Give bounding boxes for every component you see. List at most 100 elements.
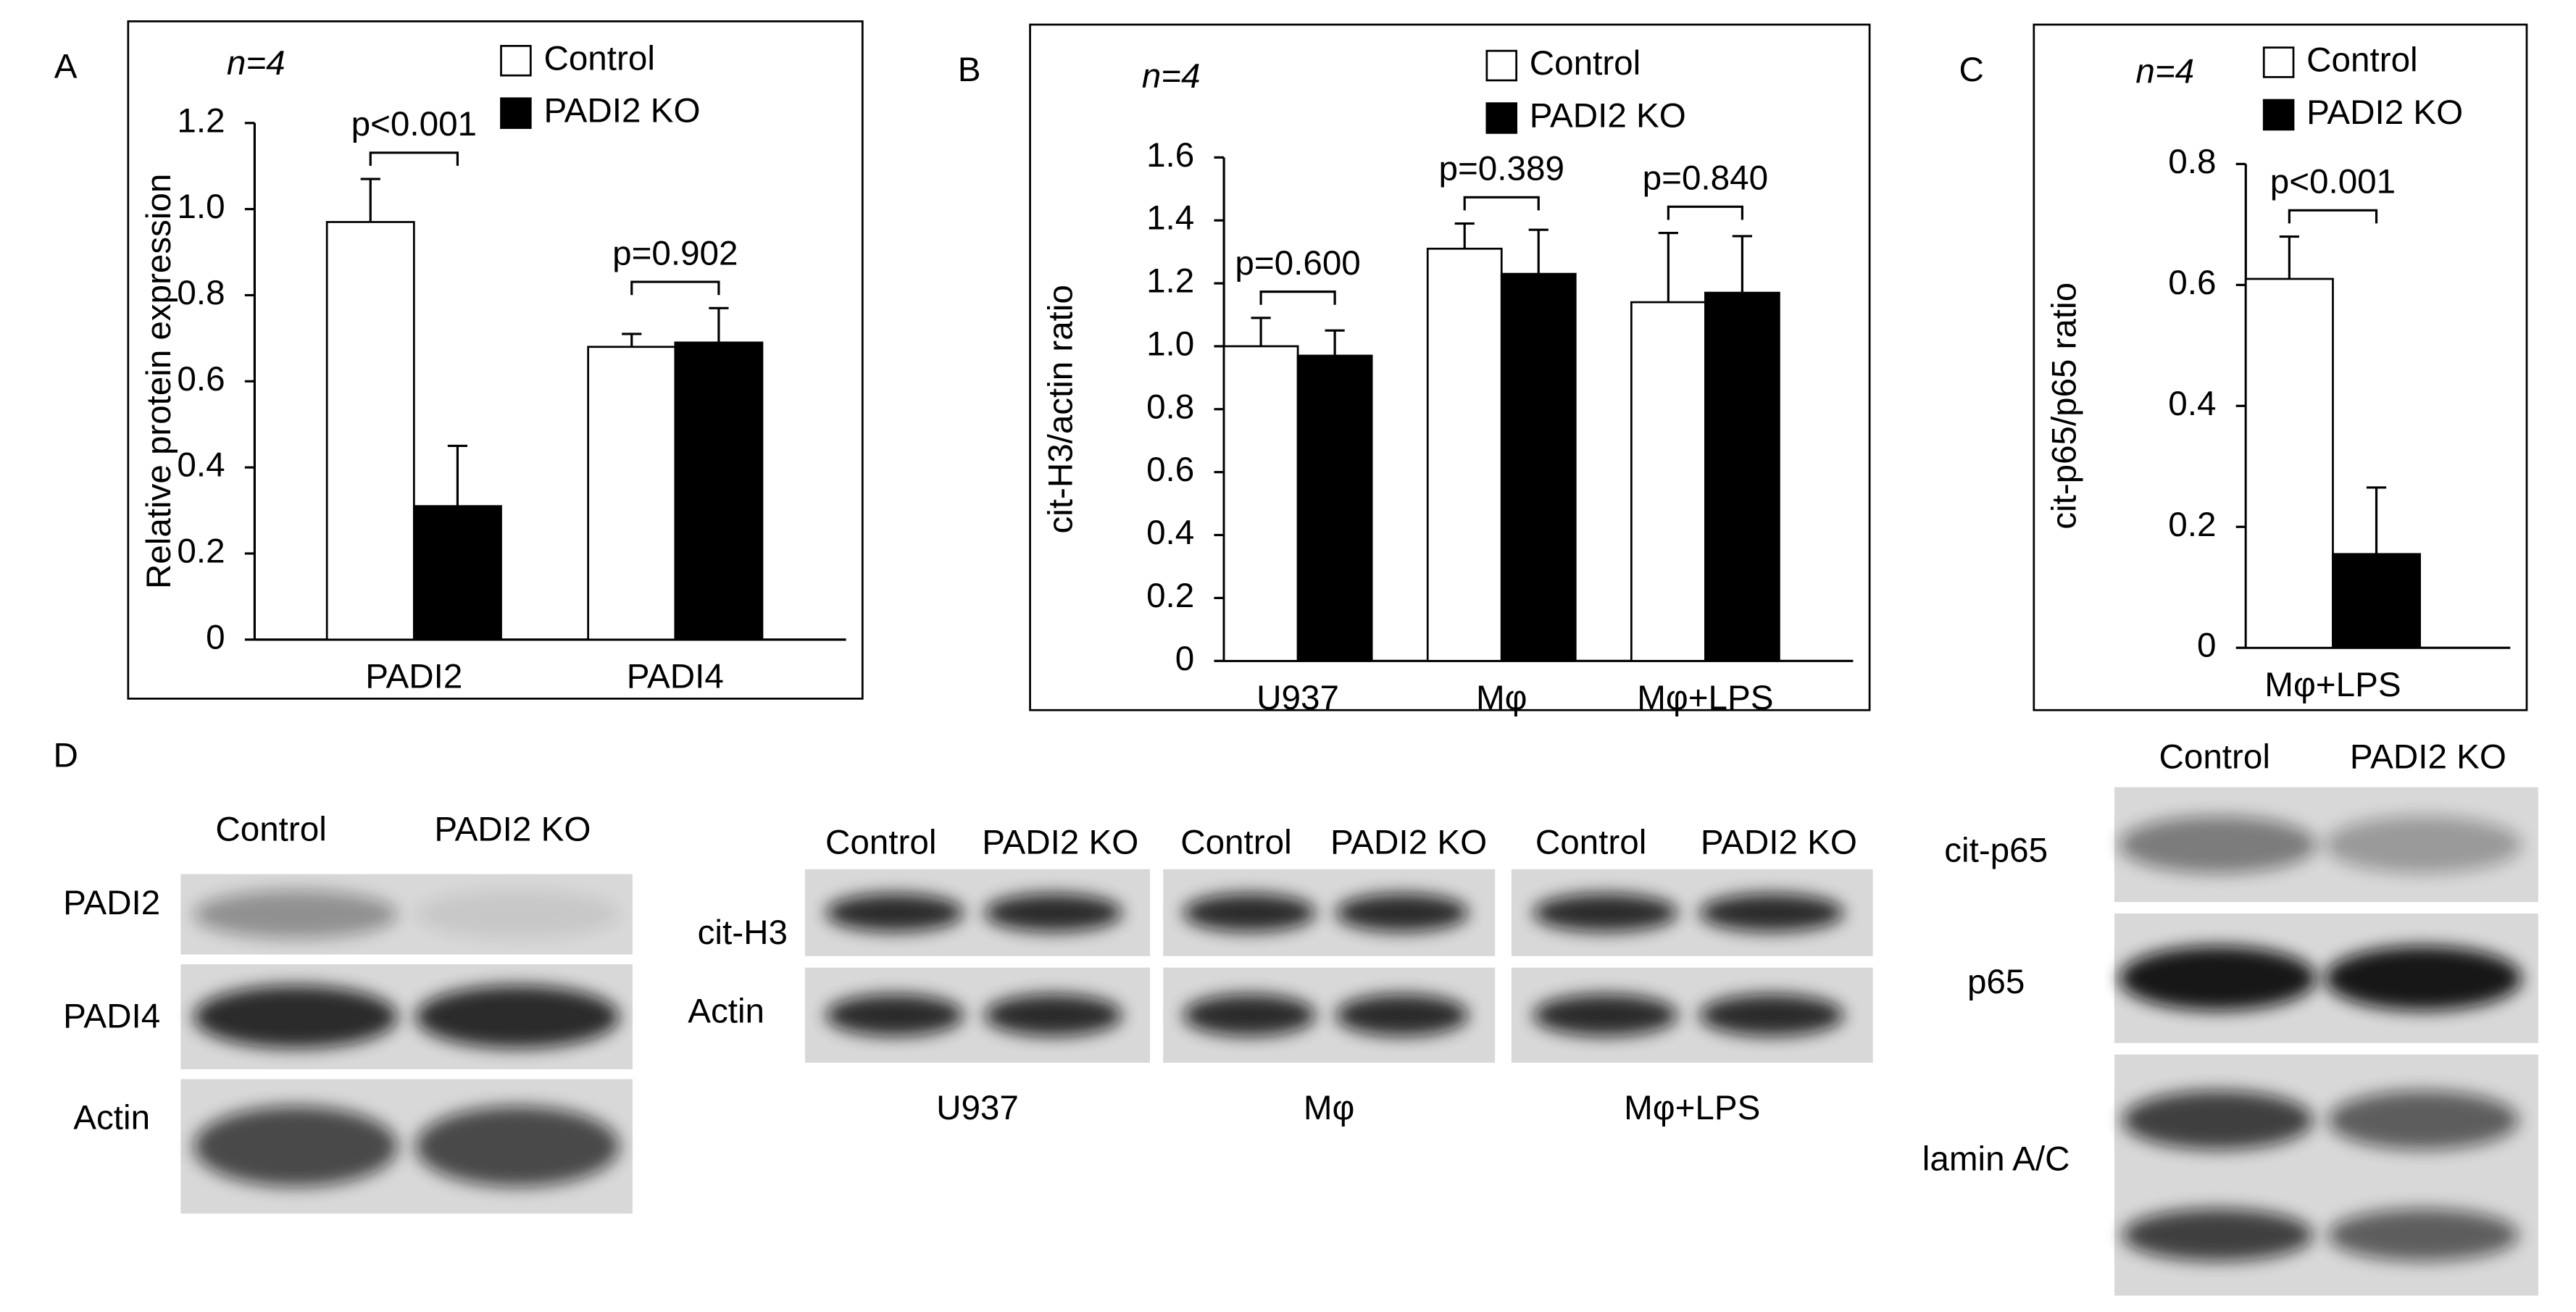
- panel-letter: D: [53, 736, 78, 774]
- blot-band: [2122, 1090, 2314, 1150]
- legend-swatch: [2262, 46, 2295, 78]
- blot-band: [1533, 994, 1678, 1037]
- blot-strip: [2114, 1054, 2538, 1296]
- column-label: PADI2 KO: [982, 823, 1138, 861]
- error-bar: [1251, 317, 1271, 346]
- y-tick-label: 1.2: [177, 101, 225, 140]
- x-tick-label: Mφ+LPS: [2264, 666, 2401, 704]
- blot-band: [2119, 816, 2317, 874]
- blot-band: [825, 893, 964, 932]
- blot-band: [1183, 893, 1316, 932]
- error-bar: [1454, 222, 1475, 249]
- column-label: Control: [2159, 738, 2269, 777]
- y-tick-label: 0: [1175, 640, 1194, 678]
- y-tick-label: 0.6: [1146, 451, 1194, 489]
- panel-frame: [127, 20, 864, 700]
- p-value: p<0.001: [2270, 163, 2396, 201]
- y-axis-label: cit-p65/p65 ratio: [2046, 283, 2084, 530]
- row-label: PADI4: [63, 997, 160, 1035]
- legend-label: PADI2 KO: [1530, 97, 1686, 135]
- x-tick-label: Mφ: [1476, 679, 1527, 717]
- blot-band: [2325, 816, 2522, 874]
- y-tick-label: 0.4: [177, 446, 225, 485]
- blot-band: [2327, 1208, 2519, 1261]
- blot-band: [984, 893, 1122, 932]
- bar: [1426, 247, 1503, 662]
- column-label: Control: [825, 823, 936, 861]
- legend-label: Control: [543, 39, 654, 78]
- y-tick-label: 0.8: [177, 274, 225, 312]
- y-tick-label: 0.6: [2168, 264, 2216, 302]
- significance-bracket: [1463, 196, 1540, 211]
- blot-band: [825, 994, 964, 1037]
- panel-letter: C: [1959, 51, 1983, 89]
- significance-bracket: [630, 280, 720, 296]
- error-bar: [1658, 231, 1678, 303]
- significance-bracket: [369, 151, 459, 166]
- n-label: n=4: [1142, 57, 1201, 96]
- bar: [2244, 277, 2334, 649]
- error-bar: [1325, 329, 1345, 356]
- legend-swatch: [500, 97, 532, 129]
- y-tick-label: 1.4: [1146, 199, 1194, 238]
- y-tick-label: 1.0: [177, 188, 225, 226]
- blot-band: [415, 890, 620, 939]
- error-bar: [1732, 235, 1752, 293]
- group-label: Mφ+LPS: [1624, 1089, 1760, 1127]
- blot-band: [193, 890, 398, 939]
- blot-band: [984, 994, 1122, 1037]
- blot-band: [415, 1106, 620, 1187]
- legend-label: PADI2 KO: [2306, 93, 2463, 132]
- legend-swatch: [1485, 102, 1518, 134]
- column-label: Control: [1180, 823, 1291, 861]
- y-tick-label: 1.6: [1146, 136, 1194, 175]
- error-bar: [2366, 486, 2387, 554]
- significance-bracket: [2288, 209, 2378, 224]
- y-axis-label: cit-H3/actin ratio: [1041, 285, 1080, 533]
- bar: [587, 346, 677, 641]
- bar: [674, 341, 764, 641]
- blot-band: [193, 1106, 398, 1187]
- blot-band: [193, 985, 398, 1048]
- bar: [412, 505, 502, 641]
- row-label: Actin: [73, 1099, 150, 1137]
- p-value: p=0.600: [1235, 244, 1360, 283]
- error-bar: [709, 306, 729, 343]
- blot-band: [2122, 1208, 2314, 1261]
- error-bar: [1528, 228, 1548, 275]
- blot-band: [415, 985, 620, 1048]
- legend-swatch: [500, 45, 532, 77]
- legend-label: PADI2 KO: [543, 92, 700, 130]
- column-label: Control: [215, 810, 326, 848]
- column-label: PADI2 KO: [1701, 823, 1857, 861]
- legend-swatch: [1485, 49, 1518, 82]
- bar: [1500, 272, 1577, 662]
- row-label: cit-H3: [698, 914, 788, 952]
- panel-letter: B: [958, 51, 981, 89]
- y-tick-label: 0.4: [1146, 514, 1194, 552]
- blot-band: [2327, 1090, 2519, 1150]
- significance-bracket: [1667, 205, 1743, 220]
- panel-frame: [2033, 23, 2528, 711]
- blot-band: [1699, 994, 1844, 1037]
- y-tick-label: 0.8: [1146, 388, 1194, 426]
- y-tick-label: 0.2: [177, 532, 225, 571]
- bar: [1222, 345, 1299, 662]
- row-label: p65: [1967, 963, 2025, 1001]
- group-label: Mφ: [1304, 1089, 1355, 1127]
- legend-swatch: [2262, 99, 2295, 131]
- bar: [2332, 553, 2421, 649]
- column-label: PADI2 KO: [1330, 823, 1487, 861]
- column-label: PADI2 KO: [2350, 738, 2506, 777]
- error-bar: [2279, 235, 2299, 279]
- y-tick-label: 0.4: [2168, 385, 2216, 423]
- p-value: p=0.840: [1643, 159, 1768, 198]
- error-bar: [360, 177, 380, 222]
- blot-band: [1335, 893, 1469, 932]
- error-bar: [447, 444, 468, 506]
- blot-band: [1183, 994, 1316, 1037]
- x-tick-label: PADI4: [627, 658, 724, 696]
- x-tick-label: U937: [1256, 679, 1339, 717]
- y-tick-label: 0.2: [1146, 577, 1194, 615]
